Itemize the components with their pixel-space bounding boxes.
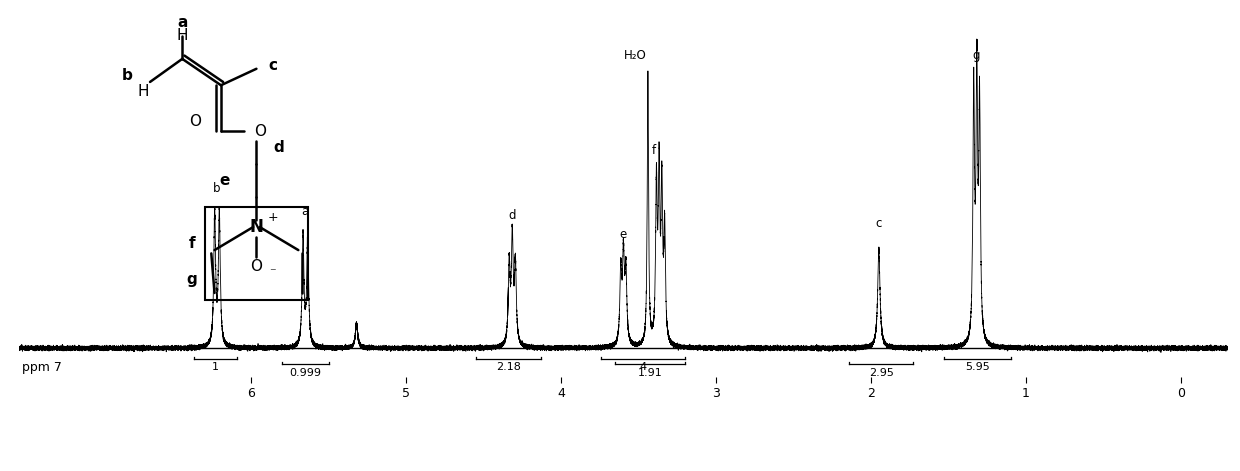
Text: O: O bbox=[250, 259, 263, 274]
Text: e: e bbox=[219, 173, 229, 188]
Text: c: c bbox=[875, 217, 882, 230]
Text: c: c bbox=[268, 58, 277, 73]
Text: N: N bbox=[249, 218, 263, 236]
Text: f: f bbox=[188, 236, 195, 251]
Text: b: b bbox=[122, 68, 133, 83]
Text: e: e bbox=[620, 228, 626, 241]
Text: +: + bbox=[268, 211, 278, 224]
Text: d: d bbox=[274, 140, 284, 155]
Text: 1: 1 bbox=[212, 363, 219, 373]
Text: 4: 4 bbox=[640, 363, 647, 373]
Text: ppm 7: ppm 7 bbox=[21, 361, 62, 374]
Bar bbox=[205, 207, 308, 300]
Text: g: g bbox=[186, 272, 197, 287]
Text: 2.18: 2.18 bbox=[496, 363, 521, 373]
Text: H₂O: H₂O bbox=[624, 49, 647, 62]
Text: O: O bbox=[254, 124, 265, 139]
Text: d: d bbox=[508, 209, 516, 222]
Text: 0.999: 0.999 bbox=[289, 368, 321, 378]
Text: ⁻: ⁻ bbox=[269, 267, 275, 280]
Text: g: g bbox=[972, 49, 981, 62]
Text: f: f bbox=[652, 144, 656, 157]
Text: b: b bbox=[213, 182, 221, 195]
Text: H: H bbox=[176, 28, 188, 43]
Text: a: a bbox=[177, 15, 187, 30]
Text: O: O bbox=[190, 114, 201, 129]
Text: H: H bbox=[138, 84, 149, 99]
Text: a: a bbox=[301, 205, 309, 219]
Text: 2.95: 2.95 bbox=[869, 368, 894, 378]
Text: 5.95: 5.95 bbox=[965, 363, 990, 373]
Text: 1.91: 1.91 bbox=[637, 368, 662, 378]
